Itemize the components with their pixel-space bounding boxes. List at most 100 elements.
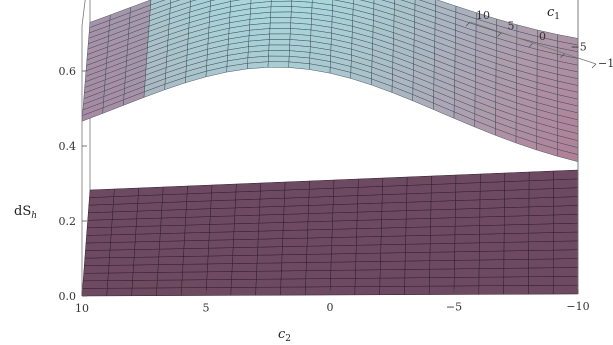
- z-axis-label-sub: h: [31, 211, 37, 221]
- lower-surface-cell: [160, 224, 186, 234]
- lower-surface-cell: [330, 261, 357, 271]
- lower-surface-cell: [528, 223, 554, 234]
- lower-surface-cell: [528, 258, 554, 269]
- lower-surface-cell: [479, 233, 505, 244]
- lower-surface-cell: [131, 287, 158, 297]
- lower-surface-cell: [382, 185, 408, 195]
- lower-surface-cell: [205, 287, 232, 296]
- x-tick-label: 5: [203, 302, 210, 315]
- lower-surface-cell: [82, 280, 109, 289]
- lower-surface-cell: [158, 248, 185, 258]
- lower-surface-cell: [159, 240, 185, 250]
- x-axis-label-sub: 2: [285, 334, 291, 344]
- lower-surface-cell: [235, 190, 261, 201]
- lower-surface-cell: [182, 263, 208, 273]
- lower-surface-cell: [478, 276, 505, 287]
- lower-surface-cell: [206, 271, 233, 280]
- lower-surface-cell: [333, 178, 359, 189]
- lower-surface-cell: [429, 260, 455, 270]
- lower-surface-cell: [185, 208, 211, 218]
- lower-surface-cell: [282, 237, 308, 247]
- upper-surface-cell: [269, 22, 291, 29]
- upper-surface-cell: [270, 0, 293, 8]
- upper-surface-cell: [269, 28, 291, 35]
- lower-surface-cell: [304, 286, 331, 296]
- y-tick-label: 0: [539, 30, 546, 43]
- lower-surface-cell: [135, 217, 162, 227]
- lower-surface-cell: [282, 229, 308, 239]
- lower-surface-cell: [553, 169, 579, 181]
- lower-surface-cell: [208, 231, 235, 241]
- lower-surface-cell: [330, 278, 356, 288]
- y-tick-label: −10: [598, 57, 613, 70]
- lower-surface-cell: [183, 239, 210, 249]
- lower-surface-cell: [157, 264, 184, 273]
- lower-surface-cell: [183, 247, 209, 257]
- lower-surface-cell: [111, 218, 138, 228]
- lower-surface-cell: [528, 179, 554, 190]
- lower-surface-cell: [282, 221, 309, 231]
- lower-surface-cell: [133, 248, 160, 258]
- lower-surface-cell: [504, 215, 530, 226]
- lower-surface-cell: [233, 230, 259, 240]
- upper-surface-cell: [270, 11, 292, 18]
- lower-surface-cell: [256, 270, 282, 280]
- lower-surface-cell: [380, 244, 406, 254]
- upper-surface-cell: [268, 55, 290, 63]
- lower-surface-cell: [234, 198, 261, 209]
- lower-surface-cell: [330, 253, 357, 263]
- lower-surface-cell: [308, 187, 334, 198]
- lower-surface-cell: [207, 263, 233, 273]
- x-axis-ticks: 10 5 0 −5 −10: [75, 289, 590, 315]
- lower-surface-cell: [453, 276, 480, 287]
- lower-surface-cell: [429, 243, 456, 253]
- lower-surface-cell: [404, 260, 431, 270]
- lower-surface-cell: [553, 187, 579, 198]
- lower-surface-cell: [503, 241, 529, 252]
- lower-surface-cell: [503, 232, 530, 243]
- z-axis-label: dSh: [14, 204, 37, 221]
- lower-surface-cell: [87, 211, 114, 221]
- lower-surface-cell: [405, 243, 431, 253]
- lower-surface-cell: [256, 262, 283, 272]
- lower-surface-cell: [429, 277, 455, 287]
- lower-surface-cell: [283, 213, 309, 223]
- lower-surface-cell: [84, 257, 110, 266]
- lower-surface-cell: [331, 244, 357, 255]
- lower-surface-cell: [406, 201, 432, 211]
- lower-surface-cell: [504, 189, 530, 200]
- lower-surface-cell: [161, 193, 188, 203]
- lower-surface-cell: [234, 206, 260, 217]
- lower-surface-cell: [89, 188, 115, 198]
- lower-surface-cell: [528, 205, 554, 216]
- lower-surface-cell: [381, 210, 407, 220]
- z-tick-label: 0.4: [59, 140, 77, 153]
- lower-surface-cell: [553, 205, 579, 216]
- lower-surface-cell: [404, 251, 431, 262]
- lower-surface-cell: [455, 173, 481, 184]
- x-axis-label: c2: [278, 327, 291, 344]
- z-tick-label: 0.0: [59, 290, 77, 303]
- lower-surface-cell: [503, 224, 530, 234]
- lower-surface-cell: [354, 286, 381, 296]
- lower-surface-cell: [553, 231, 579, 242]
- lower-surface-cell: [405, 226, 431, 237]
- lower-surface-cell: [329, 286, 356, 296]
- upper-surface-cell: [267, 61, 290, 68]
- y-axis-label-sub: 1: [554, 12, 560, 22]
- lower-surface-cell: [479, 216, 505, 226]
- lower-surface-cell: [528, 232, 554, 243]
- lower-surface-cell: [132, 264, 159, 273]
- lower-surface-cell: [455, 190, 481, 201]
- lower-surface-cell: [232, 238, 259, 248]
- y-axis-label-main: c: [547, 5, 555, 20]
- lower-surface-cell: [431, 174, 457, 185]
- y-tick-mark: [528, 42, 534, 48]
- lower-surface-cell: [109, 249, 135, 258]
- lower-surface-cell: [284, 188, 310, 199]
- lower-surface-cell: [357, 177, 384, 188]
- lower-surface-cell: [308, 204, 334, 214]
- lower-surface-cell: [280, 270, 307, 280]
- lower-surface-cell: [528, 241, 554, 251]
- y-tick-label: −5: [571, 41, 587, 54]
